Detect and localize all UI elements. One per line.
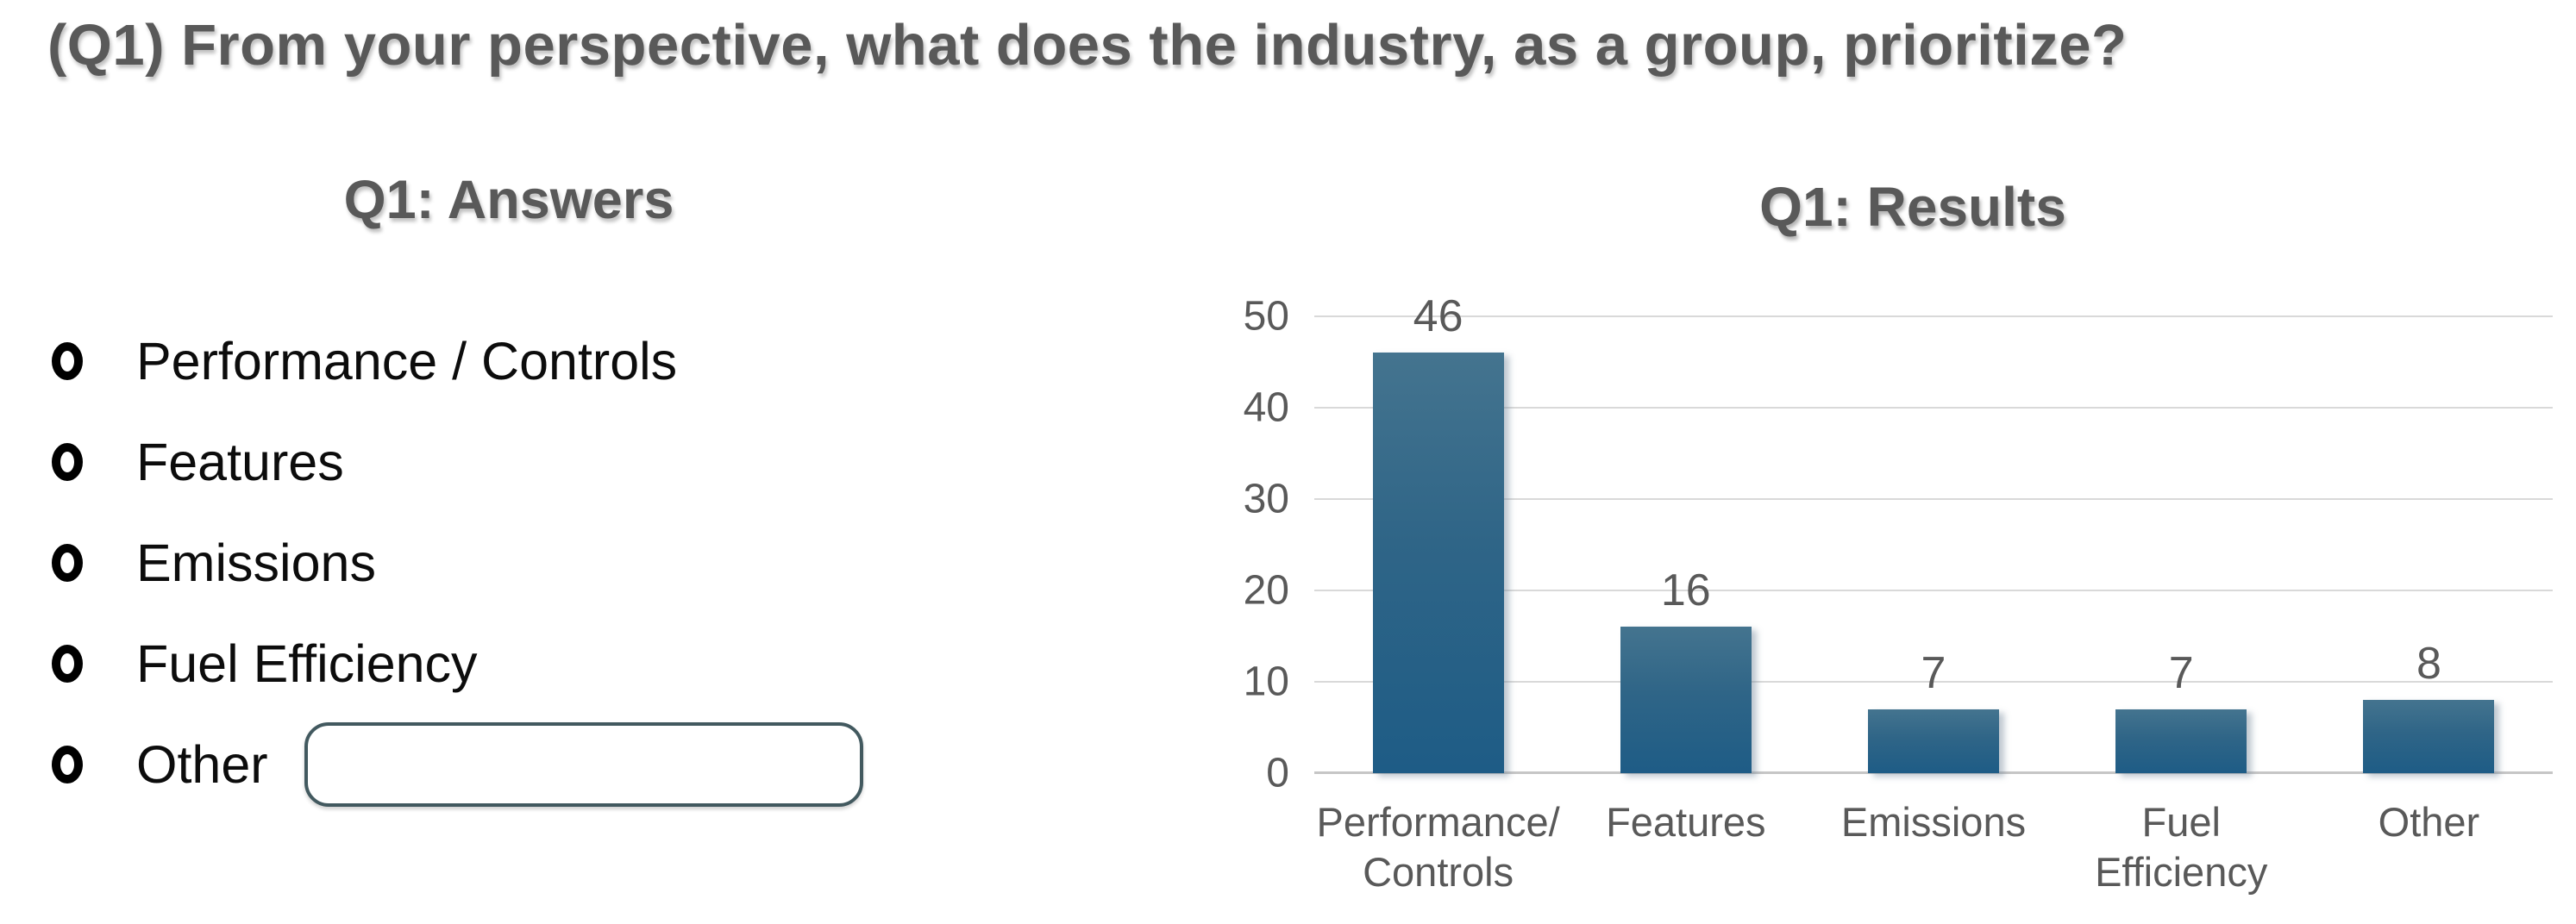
page-title: (Q1) From your perspective, what does th… xyxy=(47,13,2128,78)
answer-item: Other xyxy=(45,714,863,815)
bar-fuel-efficiency: 7 xyxy=(2115,651,2247,773)
bar-value-label: 8 xyxy=(2416,639,2441,690)
bar-slot: 7 xyxy=(1809,316,2057,773)
chart-plot: 46 16 7 7 8 xyxy=(1314,294,2553,774)
answer-item: Fuel Efficiency xyxy=(45,613,863,714)
answers-list: Performance / Controls Features Emission… xyxy=(45,310,863,815)
bar-value-label: 7 xyxy=(1921,647,1946,698)
answer-label: Features xyxy=(136,432,344,491)
answer-item: Emissions xyxy=(45,512,863,613)
y-tick-label: 40 xyxy=(1243,384,1289,431)
bar-slot: 8 xyxy=(2305,316,2553,773)
chart-x-labels: Performance/ Controls Features Emissions Fu… xyxy=(1314,797,2553,897)
y-tick-label: 50 xyxy=(1243,293,1289,340)
bar-value-label: 16 xyxy=(1660,565,1711,616)
x-category-label: Emissions xyxy=(1840,799,2027,845)
answer-item: Features xyxy=(45,411,863,512)
circle-bullet-icon xyxy=(52,644,83,683)
x-category-label: Fuel Efficiency xyxy=(2095,799,2268,895)
x-category-label: Other xyxy=(2378,799,2480,845)
bar-emissions: 7 xyxy=(1868,651,1999,773)
y-tick-label: 10 xyxy=(1243,659,1289,705)
chart-y-axis: 0 10 20 30 40 50 xyxy=(1169,294,1289,796)
bar-value-label: 46 xyxy=(1413,291,1463,342)
answer-label: Other xyxy=(136,734,268,794)
gridline xyxy=(1314,407,2553,409)
gridline xyxy=(1314,315,2553,317)
y-tick-label: 0 xyxy=(1266,750,1289,796)
x-category-label: Performance/ Controls xyxy=(1316,799,1560,895)
circle-bullet-icon xyxy=(52,745,83,784)
bar-value-label: 7 xyxy=(2168,647,2194,698)
gridline xyxy=(1314,681,2553,683)
circle-bullet-icon xyxy=(52,442,83,481)
circle-bullet-icon xyxy=(52,341,83,380)
bar-slot: 16 xyxy=(1562,316,1809,773)
answer-label: Emissions xyxy=(136,533,376,592)
bar-performance-controls: 46 xyxy=(1372,294,1504,773)
answer-item: Performance / Controls xyxy=(45,310,863,411)
x-category-label: Features xyxy=(1606,799,1766,845)
answer-label: Fuel Efficiency xyxy=(136,634,478,693)
bar-other: 8 xyxy=(2363,641,2495,773)
chart-title: Q1: Results xyxy=(1759,176,2066,238)
gridline xyxy=(1314,498,2553,500)
y-tick-label: 30 xyxy=(1243,476,1289,522)
bar-slot: 46 xyxy=(1314,294,1562,773)
chart-bars: 46 16 7 7 8 xyxy=(1314,294,2553,773)
bar-features: 16 xyxy=(1620,568,1752,773)
y-tick-label: 20 xyxy=(1243,567,1289,614)
circle-bullet-icon xyxy=(52,543,83,582)
bar-slot: 7 xyxy=(2058,316,2305,773)
other-text-input[interactable] xyxy=(304,721,863,807)
answers-heading: Q1: Answers xyxy=(343,170,674,230)
gridline xyxy=(1314,590,2553,591)
answer-label: Performance / Controls xyxy=(136,331,678,390)
